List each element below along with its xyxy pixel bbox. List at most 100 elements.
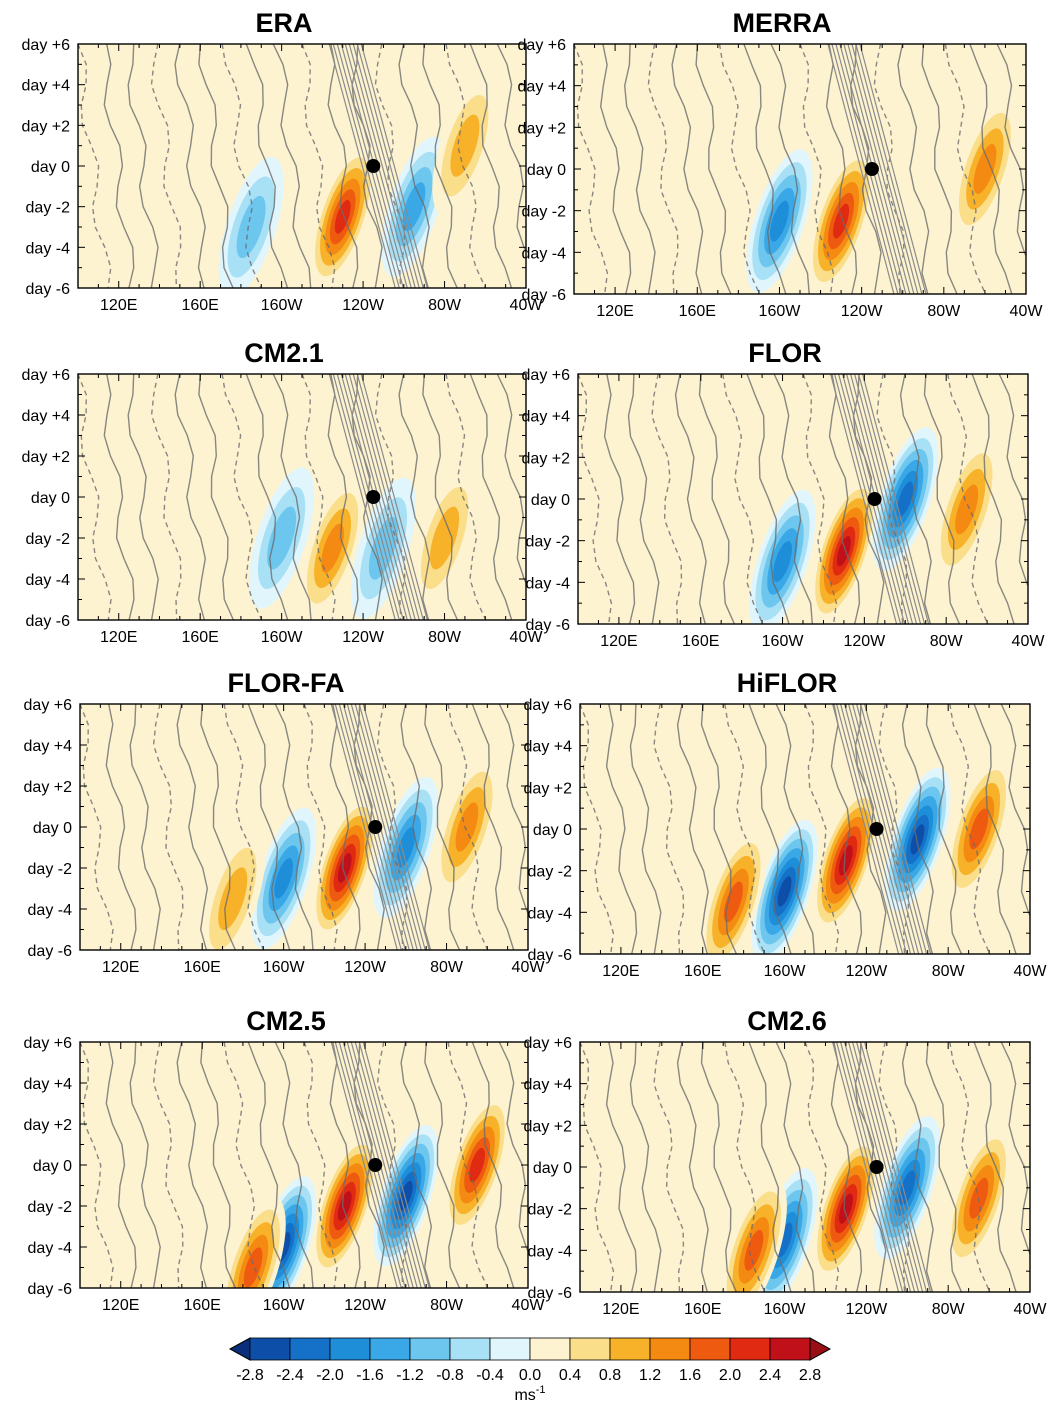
y-tick-label: day +4 <box>22 408 71 425</box>
anomaly-contour-fill <box>396 827 416 868</box>
x-tick-label: 160W <box>764 1301 807 1318</box>
y-tick-label: day +2 <box>522 450 571 467</box>
x-tick-label: 160E <box>682 633 719 650</box>
contour-line <box>150 374 182 620</box>
x-tick-label: 160E <box>183 959 220 976</box>
contour-line <box>775 704 815 954</box>
contour-line <box>329 1042 361 1288</box>
colorbar-box <box>249 1337 291 1361</box>
contour-bundle-line <box>362 704 430 950</box>
y-tick-label: day +4 <box>522 409 571 426</box>
contour-bundle-line <box>856 1042 924 1292</box>
y-tick-label: day -6 <box>28 1281 73 1298</box>
axis-ticks <box>579 703 1031 955</box>
contour-line <box>174 374 207 620</box>
contour-bundle-line <box>348 44 416 288</box>
contour-line <box>223 1042 265 1288</box>
anomaly-contour-fill <box>773 541 792 582</box>
colorbar-label: -2.8 <box>236 1367 264 1384</box>
contour-bundle-line <box>827 44 895 294</box>
y-tick-label: day -2 <box>528 1202 573 1219</box>
colorbar-box <box>449 1337 491 1361</box>
contour-bundle-line <box>360 44 428 288</box>
y-tick-label: day -4 <box>28 1240 73 1257</box>
contour-line <box>247 1042 291 1288</box>
x-tick-label: 160W <box>762 633 805 650</box>
contour-line <box>804 1042 840 1292</box>
contour-line <box>925 1042 963 1292</box>
contour-lines <box>80 1042 528 1288</box>
anomaly-contour-fill <box>334 199 351 234</box>
contour-bundle-line <box>358 704 426 950</box>
contour-line <box>627 374 660 624</box>
colorbar-unit: ms-1 <box>514 1384 545 1401</box>
x-tick-label: 120W <box>845 1301 888 1318</box>
anomaly-lobe <box>720 1178 787 1292</box>
colorbar-label: -2.0 <box>316 1367 344 1384</box>
reference-point-dot <box>366 159 381 173</box>
contour-line <box>647 44 679 294</box>
panel-title: FLOR <box>748 338 822 368</box>
contour-line <box>700 1042 738 1292</box>
contour-line <box>398 44 430 288</box>
y-tick-label: day +4 <box>22 78 71 95</box>
anomaly-field <box>218 75 498 288</box>
x-tick-label: 120W <box>845 963 888 980</box>
contour-line <box>274 1042 314 1288</box>
y-tick-label: day +2 <box>524 780 573 797</box>
contour-bundle-line <box>354 1042 422 1288</box>
contour-bundle-line <box>358 1042 426 1288</box>
contour-line <box>152 1042 184 1288</box>
contour-line <box>603 374 636 624</box>
contour-line <box>424 704 461 950</box>
contour-lines <box>574 44 1026 294</box>
contour-line <box>445 44 487 288</box>
x-tick-label: 160E <box>183 1297 220 1314</box>
anomaly-lobe <box>220 1196 286 1288</box>
reference-point-dot <box>869 1160 884 1174</box>
y-tick-label: day +4 <box>524 1077 573 1094</box>
anomaly-contour-fill <box>243 1247 263 1288</box>
contour-line <box>469 374 513 620</box>
contour-line <box>748 704 792 954</box>
contour-line <box>698 374 736 624</box>
colorbar-box <box>329 1337 371 1361</box>
contour-line <box>129 704 161 950</box>
contour-bundle-line <box>862 374 930 624</box>
x-tick-label: 40W <box>1014 963 1048 980</box>
contour-line <box>80 1042 114 1288</box>
colorbar-box <box>529 1337 571 1361</box>
y-tick-label: day +2 <box>24 779 73 796</box>
colorbar-box <box>289 1337 331 1361</box>
contour-line <box>1027 374 1028 376</box>
contour-bundle-line <box>847 44 915 294</box>
contour-line <box>651 374 683 624</box>
anomaly-lobe <box>218 156 284 288</box>
x-tick-label: 160W <box>764 963 807 980</box>
y-tick-label: day 0 <box>533 822 572 839</box>
contour-bundle-line <box>858 374 926 624</box>
contour-line <box>422 44 458 288</box>
anomaly-contour-fill <box>450 114 480 177</box>
contour-bundle-line <box>856 704 924 954</box>
contour-line <box>599 44 632 294</box>
contour-line <box>303 704 338 950</box>
contour-line <box>80 704 114 950</box>
x-tick-label: 120E <box>100 629 137 646</box>
x-tick-label: 120W <box>342 297 385 314</box>
x-tick-label: 120W <box>344 959 387 976</box>
anomaly-lobe <box>874 1116 941 1260</box>
contour-bundle-line <box>354 704 422 950</box>
y-tick-label: day -6 <box>522 287 567 304</box>
y-tick-label: day -6 <box>26 613 71 630</box>
x-tick-label: 160E <box>684 963 721 980</box>
y-tick-label: day 0 <box>527 162 566 179</box>
x-tick-label: 40W <box>510 297 544 314</box>
contour-line <box>327 374 359 620</box>
anomaly-field <box>220 1094 510 1288</box>
contour-line <box>469 44 513 288</box>
y-tick-label: day -6 <box>528 1285 573 1302</box>
contour-line <box>897 44 930 294</box>
anomaly-lobe <box>812 788 879 932</box>
x-tick-label: 120W <box>344 1297 387 1314</box>
